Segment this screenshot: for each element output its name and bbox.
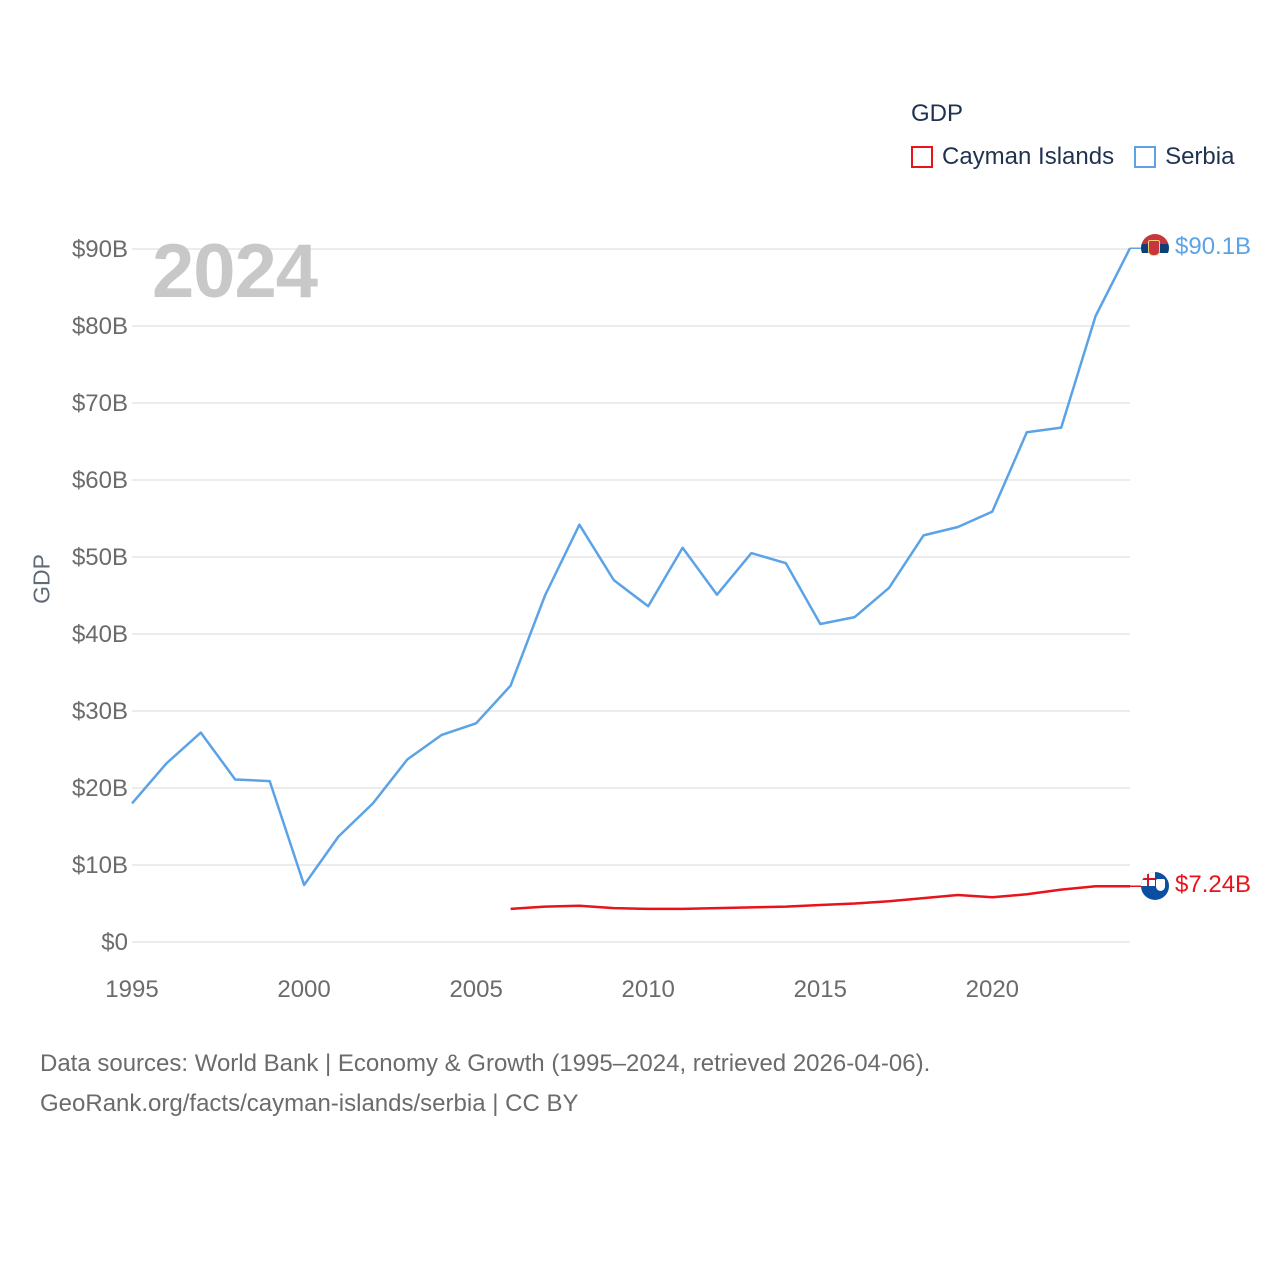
data-point-serbia [302, 883, 306, 887]
legend-swatch-serbia [1134, 146, 1157, 168]
data-point-serbia [268, 779, 272, 783]
data-point-cayman-islands [1059, 888, 1063, 892]
data-point-serbia [130, 801, 134, 805]
y-tick-label: $90B [72, 236, 128, 263]
legend-item-cayman-islands[interactable]: Cayman Islands [911, 143, 1114, 171]
data-point-cayman-islands [509, 907, 513, 911]
data-point-serbia [199, 731, 203, 735]
data-point-cayman-islands [715, 906, 719, 910]
x-tick-label: 1995 [105, 976, 158, 1003]
data-point-cayman-islands [612, 906, 616, 910]
end-markers [1130, 247, 1155, 888]
data-point-cayman-islands [922, 896, 926, 900]
data-point-serbia [577, 523, 581, 527]
data-point-serbia [440, 733, 444, 737]
legend-label-serbia: Serbia [1165, 143, 1235, 170]
data-point-serbia [371, 801, 375, 805]
data-point-serbia [1094, 314, 1098, 318]
data-point-serbia [749, 551, 753, 555]
data-point-cayman-islands [577, 904, 581, 908]
data-point-serbia [336, 835, 340, 839]
data-point-cayman-islands [853, 902, 857, 906]
series-lines [130, 247, 1132, 911]
data-point-serbia [405, 758, 409, 762]
data-point-serbia [887, 586, 891, 590]
serbia-end-value-label: $90.1B [1175, 233, 1252, 261]
y-tick-label: $20B [72, 775, 128, 802]
serbia-flag-icon [1141, 234, 1169, 263]
x-tick-label: 2020 [966, 976, 1019, 1003]
x-axis-ticks: 1995 2000 2005 2010 2015 2020 [105, 976, 1019, 1003]
y-tick-label: $0 [101, 929, 128, 956]
data-point-cayman-islands [956, 893, 960, 897]
data-point-serbia [646, 604, 650, 608]
data-point-serbia [681, 546, 685, 550]
data-point-serbia [853, 615, 857, 619]
data-point-cayman-islands [749, 905, 753, 909]
grid-lines [132, 248, 1130, 943]
data-point-serbia [1059, 426, 1063, 430]
data-point-serbia [509, 684, 513, 688]
legend: Cayman Islands Serbia [911, 143, 1254, 171]
legend-item-serbia[interactable]: Serbia [1134, 143, 1234, 171]
data-point-serbia [818, 622, 822, 626]
y-axis-ticks: $0 $10B $20B $30B $40B $50B $60B $70B $80B $90B [72, 236, 128, 956]
data-point-serbia [612, 578, 616, 582]
data-point-serbia [784, 561, 788, 565]
data-point-serbia [1025, 430, 1029, 434]
data-point-cayman-islands [646, 907, 650, 911]
y-tick-label: $40B [72, 621, 128, 648]
x-tick-label: 2015 [794, 976, 847, 1003]
data-point-cayman-islands [990, 895, 994, 899]
current-year-label: 2024 [152, 229, 318, 314]
data-point-cayman-islands [543, 905, 547, 909]
data-point-cayman-islands [887, 899, 891, 903]
y-tick-label: $10B [72, 852, 128, 879]
legend-label-cayman-islands: Cayman Islands [942, 143, 1115, 170]
data-point-serbia [233, 778, 237, 782]
y-tick-label: $70B [72, 390, 128, 417]
data-point-serbia [990, 510, 994, 514]
data-point-serbia [956, 525, 960, 529]
data-point-cayman-islands [818, 903, 822, 907]
y-axis-label: GDP [28, 554, 55, 604]
cayman-islands-end-value-label: $7.24B [1175, 871, 1252, 899]
x-tick-label: 2010 [622, 976, 675, 1003]
y-tick-label: $30B [72, 698, 128, 725]
data-point-cayman-islands [1094, 884, 1098, 888]
series-line-serbia [131, 247, 1132, 887]
data-point-serbia [164, 761, 168, 765]
data-point-serbia [922, 533, 926, 537]
cayman-islands-flag-icon [1141, 872, 1169, 901]
legend-swatch-cayman-islands [911, 146, 933, 168]
data-point-cayman-islands [784, 905, 788, 909]
data-point-serbia [715, 593, 719, 597]
y-tick-label: $80B [72, 313, 128, 340]
data-point-serbia [474, 721, 478, 725]
y-tick-label: $60B [72, 467, 128, 494]
data-point-serbia [543, 594, 547, 598]
x-tick-label: 2000 [277, 976, 330, 1003]
data-point-cayman-islands [681, 907, 685, 911]
x-tick-label: 2005 [449, 976, 502, 1003]
legend-title: GDP [911, 100, 964, 127]
source-note: Data sources: World Bank | Economy & Gro… [40, 1044, 930, 1124]
series-line-cayman-islands [510, 885, 1130, 911]
source-line-1: Data sources: World Bank | Economy & Gro… [40, 1050, 931, 1077]
source-line-2[interactable]: GeoRank.org/facts/cayman-islands/serbia … [40, 1090, 579, 1117]
y-tick-label: $50B [72, 544, 128, 571]
data-point-cayman-islands [1025, 892, 1029, 896]
